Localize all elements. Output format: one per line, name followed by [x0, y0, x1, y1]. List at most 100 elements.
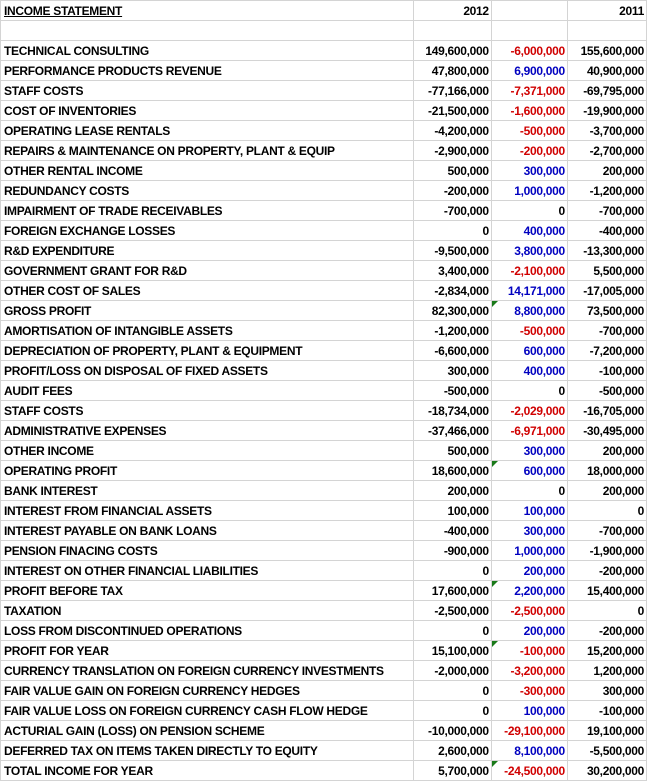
value-2011[interactable]: 0: [566, 500, 647, 521]
value-difference[interactable]: 0: [490, 480, 568, 501]
value-2011[interactable]: 200,000: [566, 440, 647, 461]
value-2011[interactable]: -17,005,000: [566, 280, 647, 301]
value-2012[interactable]: 500,000: [412, 160, 492, 181]
empty-cell[interactable]: [412, 20, 492, 41]
value-2011[interactable]: -19,900,000: [566, 100, 647, 121]
empty-cell[interactable]: [0, 20, 414, 41]
value-difference[interactable]: 8,100,000: [490, 740, 568, 761]
value-2011[interactable]: 30,200,000: [566, 760, 647, 781]
row-label[interactable]: DEPRECIATION OF PROPERTY, PLANT & EQUIPM…: [0, 340, 414, 361]
value-difference[interactable]: 3,800,000: [490, 240, 568, 261]
value-2012[interactable]: 17,600,000: [412, 580, 492, 601]
value-2011[interactable]: -700,000: [566, 200, 647, 221]
value-difference[interactable]: -7,371,000: [490, 80, 568, 101]
row-label[interactable]: PROFIT BEFORE TAX: [0, 580, 414, 601]
row-label[interactable]: LOSS FROM DISCONTINUED OPERATIONS: [0, 620, 414, 641]
value-2012[interactable]: 100,000: [412, 500, 492, 521]
value-difference[interactable]: 400,000: [490, 220, 568, 241]
value-2012[interactable]: -400,000: [412, 520, 492, 541]
value-2011[interactable]: 18,000,000: [566, 460, 647, 481]
value-difference[interactable]: 300,000: [490, 520, 568, 541]
value-2012[interactable]: 5,700,000: [412, 760, 492, 781]
value-difference[interactable]: -100,000: [490, 640, 568, 661]
value-2011[interactable]: -13,300,000: [566, 240, 647, 261]
value-difference[interactable]: 0: [490, 200, 568, 221]
value-2012[interactable]: -2,500,000: [412, 600, 492, 621]
value-difference[interactable]: -2,029,000: [490, 400, 568, 421]
value-2012[interactable]: 500,000: [412, 440, 492, 461]
value-2011[interactable]: -30,495,000: [566, 420, 647, 441]
value-2011[interactable]: 19,100,000: [566, 720, 647, 741]
empty-cell[interactable]: [490, 20, 568, 41]
value-2011[interactable]: -500,000: [566, 380, 647, 401]
value-difference[interactable]: 1,000,000: [490, 540, 568, 561]
row-label[interactable]: STAFF COSTS: [0, 80, 414, 101]
value-2012[interactable]: -37,466,000: [412, 420, 492, 441]
row-label[interactable]: OTHER INCOME: [0, 440, 414, 461]
value-2012[interactable]: -10,000,000: [412, 720, 492, 741]
row-label[interactable]: REPAIRS & MAINTENANCE ON PROPERTY, PLANT…: [0, 140, 414, 161]
value-difference[interactable]: 300,000: [490, 440, 568, 461]
value-2011[interactable]: -16,705,000: [566, 400, 647, 421]
row-label[interactable]: INTEREST ON OTHER FINANCIAL LIABILITIES: [0, 560, 414, 581]
row-label[interactable]: R&D EXPENDITURE: [0, 240, 414, 261]
value-2011[interactable]: 200,000: [566, 480, 647, 501]
value-difference[interactable]: -200,000: [490, 140, 568, 161]
value-2011[interactable]: -3,700,000: [566, 120, 647, 141]
row-label[interactable]: INTEREST FROM FINANCIAL ASSETS: [0, 500, 414, 521]
row-label[interactable]: OPERATING LEASE RENTALS: [0, 120, 414, 141]
value-2012[interactable]: 47,800,000: [412, 60, 492, 81]
value-2012[interactable]: -9,500,000: [412, 240, 492, 261]
value-2012[interactable]: 2,600,000: [412, 740, 492, 761]
value-2012[interactable]: -500,000: [412, 380, 492, 401]
value-2011[interactable]: -5,500,000: [566, 740, 647, 761]
row-label[interactable]: DEFERRED TAX ON ITEMS TAKEN DIRECTLY TO …: [0, 740, 414, 761]
row-label[interactable]: COST OF INVENTORIES: [0, 100, 414, 121]
row-label[interactable]: PERFORMANCE PRODUCTS REVENUE: [0, 60, 414, 81]
value-difference[interactable]: 600,000: [490, 460, 568, 481]
value-2012[interactable]: 18,600,000: [412, 460, 492, 481]
row-label[interactable]: FOREIGN EXCHANGE LOSSES: [0, 220, 414, 241]
value-2012[interactable]: 82,300,000: [412, 300, 492, 321]
value-difference[interactable]: -2,100,000: [490, 260, 568, 281]
value-difference[interactable]: -1,600,000: [490, 100, 568, 121]
value-2012[interactable]: -18,734,000: [412, 400, 492, 421]
value-difference[interactable]: -2,500,000: [490, 600, 568, 621]
value-difference[interactable]: 600,000: [490, 340, 568, 361]
row-label[interactable]: PROFIT FOR YEAR: [0, 640, 414, 661]
value-2011[interactable]: 15,200,000: [566, 640, 647, 661]
value-2011[interactable]: -100,000: [566, 360, 647, 381]
value-2012[interactable]: -6,600,000: [412, 340, 492, 361]
row-label[interactable]: TOTAL INCOME FOR YEAR: [0, 760, 414, 781]
value-difference[interactable]: 0: [490, 380, 568, 401]
value-2012[interactable]: -200,000: [412, 180, 492, 201]
value-difference[interactable]: -300,000: [490, 680, 568, 701]
value-2011[interactable]: -1,200,000: [566, 180, 647, 201]
value-difference[interactable]: 200,000: [490, 620, 568, 641]
value-2011[interactable]: 40,900,000: [566, 60, 647, 81]
value-2011[interactable]: 15,400,000: [566, 580, 647, 601]
value-2011[interactable]: -69,795,000: [566, 80, 647, 101]
row-label[interactable]: BANK INTEREST: [0, 480, 414, 501]
header-diff[interactable]: [490, 0, 568, 21]
value-2012[interactable]: 0: [412, 700, 492, 721]
row-label[interactable]: FAIR VALUE GAIN ON FOREIGN CURRENCY HEDG…: [0, 680, 414, 701]
value-2011[interactable]: -7,200,000: [566, 340, 647, 361]
value-2011[interactable]: -1,900,000: [566, 540, 647, 561]
row-label[interactable]: ADMINISTRATIVE EXPENSES: [0, 420, 414, 441]
row-label[interactable]: ACTURIAL GAIN (LOSS) ON PENSION SCHEME: [0, 720, 414, 741]
value-2011[interactable]: -700,000: [566, 520, 647, 541]
row-label[interactable]: OTHER COST OF SALES: [0, 280, 414, 301]
value-difference[interactable]: -6,000,000: [490, 40, 568, 61]
row-label[interactable]: REDUNDANCY COSTS: [0, 180, 414, 201]
value-2012[interactable]: -2,000,000: [412, 660, 492, 681]
row-label[interactable]: STAFF COSTS: [0, 400, 414, 421]
row-label[interactable]: PROFIT/LOSS ON DISPOSAL OF FIXED ASSETS: [0, 360, 414, 381]
value-difference[interactable]: 300,000: [490, 160, 568, 181]
row-label[interactable]: AMORTISATION OF INTANGIBLE ASSETS: [0, 320, 414, 341]
value-2012[interactable]: 200,000: [412, 480, 492, 501]
value-2011[interactable]: -400,000: [566, 220, 647, 241]
value-difference[interactable]: 2,200,000: [490, 580, 568, 601]
header-2012[interactable]: 2012: [412, 0, 492, 21]
value-difference[interactable]: 100,000: [490, 700, 568, 721]
